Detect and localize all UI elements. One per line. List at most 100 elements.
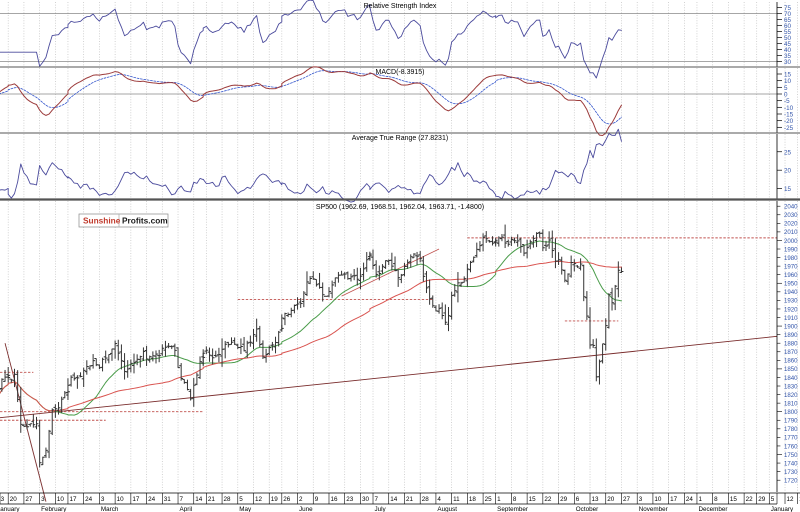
svg-text:28: 28: [422, 496, 430, 503]
svg-text:17: 17: [670, 496, 678, 503]
svg-text:15: 15: [730, 496, 738, 503]
svg-text:3: 3: [41, 496, 45, 503]
svg-text:40: 40: [784, 47, 792, 54]
svg-text:60: 60: [784, 23, 792, 30]
svg-text:April: April: [180, 506, 193, 512]
svg-text:1870: 1870: [784, 349, 798, 356]
svg-text:1760: 1760: [784, 443, 798, 450]
svg-text:1900: 1900: [784, 323, 798, 330]
svg-text:7: 7: [375, 496, 379, 503]
svg-text:25: 25: [784, 149, 792, 156]
svg-text:-5: -5: [784, 98, 790, 105]
svg-text:10: 10: [654, 496, 662, 503]
svg-text:2010: 2010: [784, 229, 798, 236]
svg-text:29: 29: [758, 496, 766, 503]
svg-text:1910: 1910: [784, 315, 798, 322]
svg-text:12: 12: [787, 496, 795, 503]
svg-text:1810: 1810: [784, 400, 798, 407]
svg-text:30: 30: [784, 59, 792, 66]
svg-text:22: 22: [544, 496, 552, 503]
svg-text:1720: 1720: [784, 478, 798, 485]
svg-text:1950: 1950: [784, 281, 798, 288]
svg-text:1990: 1990: [784, 246, 798, 253]
svg-text:February: February: [41, 506, 67, 512]
svg-text:12: 12: [255, 496, 263, 503]
svg-text:August: August: [437, 506, 457, 512]
svg-text:October: October: [576, 506, 598, 512]
svg-text:2000: 2000: [784, 238, 798, 245]
svg-text:1820: 1820: [784, 392, 798, 399]
svg-text:9: 9: [315, 496, 319, 503]
svg-text:20: 20: [607, 496, 615, 503]
svg-text:7: 7: [180, 496, 184, 503]
svg-text:45: 45: [784, 41, 792, 48]
svg-text:1930: 1930: [784, 298, 798, 305]
svg-text:75: 75: [784, 5, 792, 12]
svg-text:5: 5: [771, 496, 775, 503]
svg-text:31: 31: [164, 496, 172, 503]
svg-text:65: 65: [784, 17, 792, 24]
svg-text:1730: 1730: [784, 469, 798, 476]
svg-text:18: 18: [469, 496, 477, 503]
svg-text:1790: 1790: [784, 418, 798, 425]
svg-text:4: 4: [437, 496, 441, 503]
svg-text:28: 28: [224, 496, 232, 503]
svg-text:Relative Strength Index: Relative Strength Index: [364, 3, 437, 10]
svg-text:10: 10: [57, 496, 65, 503]
svg-text:1880: 1880: [784, 341, 798, 348]
svg-text:March: March: [101, 506, 119, 512]
svg-text:14: 14: [390, 496, 398, 503]
svg-text:1920: 1920: [784, 306, 798, 313]
svg-text:8: 8: [714, 496, 718, 503]
svg-text:20: 20: [10, 496, 18, 503]
svg-text:15: 15: [784, 186, 792, 193]
svg-text:Average True Range (27.8231): Average True Range (27.8231): [352, 135, 448, 142]
svg-text:27: 27: [623, 496, 631, 503]
svg-text:July: July: [375, 506, 387, 512]
svg-text:1770: 1770: [784, 435, 798, 442]
svg-text:1: 1: [698, 496, 702, 503]
svg-text:January: January: [771, 506, 794, 512]
svg-text:1980: 1980: [784, 255, 798, 262]
svg-text:10: 10: [784, 78, 792, 85]
svg-text:5: 5: [239, 496, 243, 503]
svg-text:1850: 1850: [784, 366, 798, 373]
svg-text:24: 24: [686, 496, 694, 503]
svg-text:23: 23: [346, 496, 354, 503]
svg-text:2040: 2040: [784, 204, 798, 211]
svg-text:3: 3: [639, 496, 643, 503]
svg-text:21: 21: [406, 496, 414, 503]
svg-text:2: 2: [299, 496, 303, 503]
svg-text:1960: 1960: [784, 272, 798, 279]
svg-text:24: 24: [85, 496, 93, 503]
svg-text:-15: -15: [784, 112, 794, 119]
svg-text:MACD(-8.3915): MACD(-8.3915): [375, 69, 424, 76]
svg-text:19: 19: [271, 496, 279, 503]
svg-text:1800: 1800: [784, 409, 798, 416]
svg-text:11: 11: [453, 496, 460, 503]
svg-text:Sunshine: Sunshine: [83, 216, 121, 226]
svg-text:-10: -10: [784, 105, 794, 112]
svg-text:6: 6: [576, 496, 580, 503]
svg-text:-20: -20: [784, 118, 794, 125]
svg-text:1860: 1860: [784, 358, 798, 365]
svg-text:1740: 1740: [784, 460, 798, 467]
svg-text:September: September: [497, 506, 528, 512]
svg-text:14: 14: [195, 496, 203, 503]
svg-text:25: 25: [485, 496, 493, 503]
svg-text:30: 30: [362, 496, 370, 503]
svg-text:SP500 (1962.69, 1968.51, 1962.: SP500 (1962.69, 1968.51, 1962.04, 1963.7…: [316, 204, 484, 211]
svg-text:70: 70: [784, 11, 792, 18]
svg-text:Profits.com: Profits.com: [122, 216, 168, 226]
svg-text:22: 22: [746, 496, 754, 503]
svg-text:17: 17: [132, 496, 140, 503]
svg-text:17: 17: [69, 496, 77, 503]
svg-text:29: 29: [560, 496, 568, 503]
svg-text:1780: 1780: [784, 426, 798, 433]
svg-text:21: 21: [208, 496, 216, 503]
svg-text:1: 1: [497, 496, 501, 503]
svg-text:35: 35: [784, 53, 792, 60]
svg-text:50: 50: [784, 35, 792, 42]
svg-text:2030: 2030: [784, 212, 798, 219]
svg-text:55: 55: [784, 29, 792, 36]
